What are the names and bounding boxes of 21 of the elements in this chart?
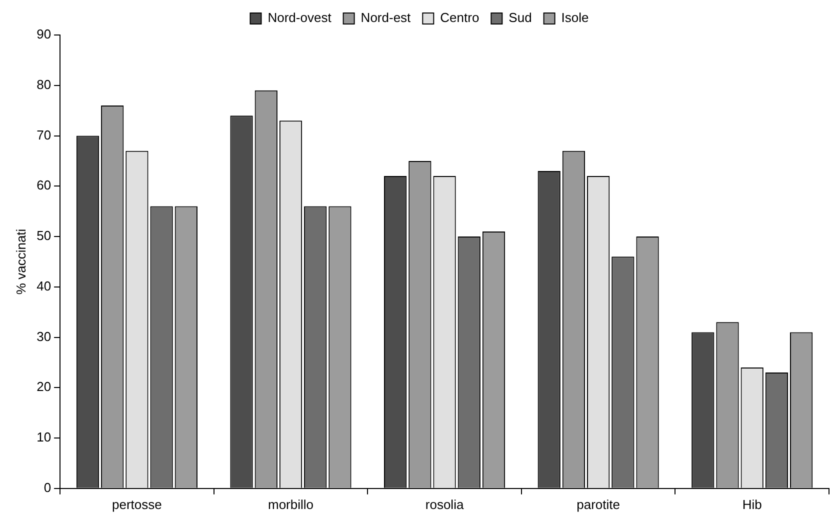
x-tick-label: pertosse <box>112 496 162 512</box>
y-tick-label: 20 <box>36 379 52 394</box>
legend-label: Nord-ovest <box>268 10 332 26</box>
legend-label: Nord-est <box>360 10 412 26</box>
x-tick-label: rosolia <box>425 496 464 512</box>
y-tick-label: 40 <box>36 278 52 294</box>
y-axis-title: % vaccinati <box>13 228 28 295</box>
y-tick-label: 50 <box>36 228 52 244</box>
x-tick-label: parotite <box>576 496 620 512</box>
legend-label: Isole <box>561 10 589 26</box>
y-tick-label: 80 <box>36 76 52 92</box>
y-tick-label: 0 <box>44 480 52 495</box>
x-tick-label: Hib <box>742 496 762 512</box>
y-tick-label: 10 <box>36 430 52 445</box>
x-tick-label: morbillo <box>268 496 314 512</box>
y-tick-label: 70 <box>36 127 52 142</box>
legend-label: Centro <box>440 10 480 26</box>
legend-label: Sud <box>508 10 532 26</box>
y-tick-label: 30 <box>36 328 52 344</box>
y-tick-label: 60 <box>36 178 52 193</box>
y-tick-label: 90 <box>36 26 52 42</box>
